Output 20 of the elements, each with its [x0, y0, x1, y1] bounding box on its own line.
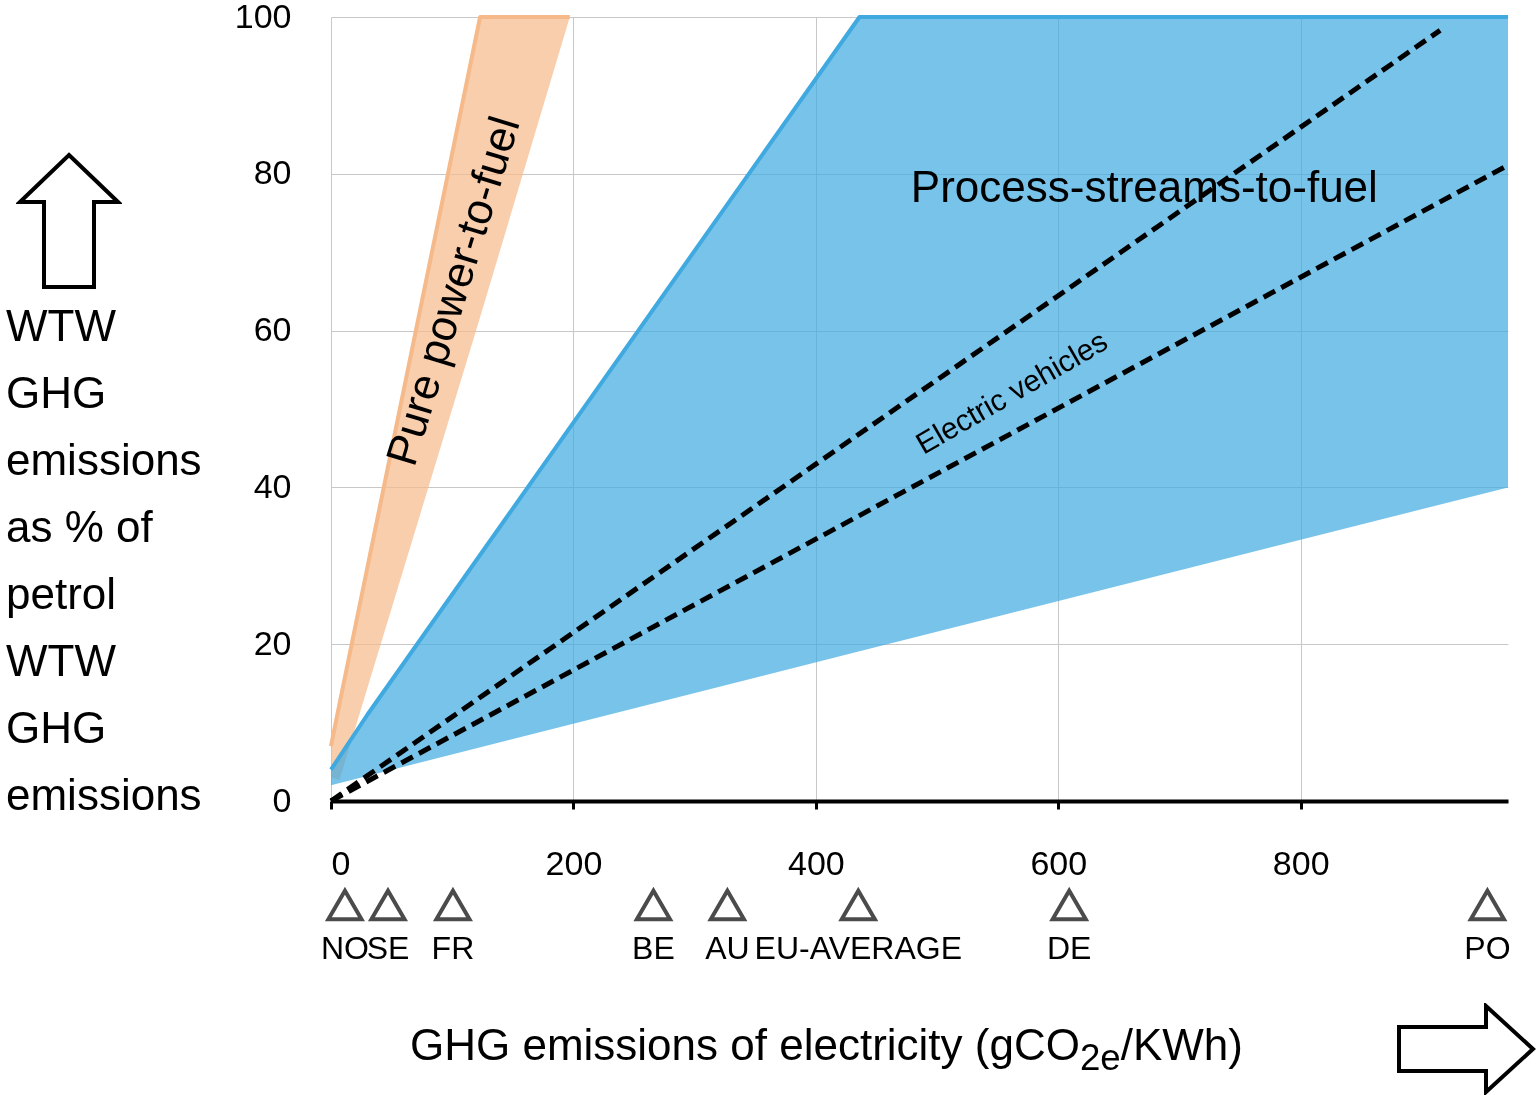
text: AU [705, 930, 750, 966]
y-tick-label: 60 [253, 310, 292, 349]
y-tick-label: 80 [253, 153, 292, 192]
text: BE [632, 930, 675, 966]
y-tick-label: 0 [272, 780, 292, 819]
text: DE [1046, 930, 1092, 966]
x-axis-title: GHG emissions of electricity (gCO$_{2e}$/KWh) [410, 1020, 1243, 1079]
x-tick-label: 600 [1030, 843, 1088, 882]
x-tick-label: 400 [787, 843, 845, 882]
x-tick-label: 0 [331, 843, 351, 882]
x-tick-label: 800 [1272, 843, 1330, 882]
x-tick-label: 200 [545, 843, 603, 882]
y-tick-label: 100 [234, 0, 292, 35]
text: FR [431, 930, 475, 966]
text: PO [1464, 930, 1511, 966]
y-axis-title: WTW GHG emissions as % of petrol WTW GHG emissions [6, 300, 203, 821]
text: NO [320, 930, 369, 966]
text: EU-AVERAGE [754, 930, 963, 966]
y-tick-label: 20 [253, 623, 292, 662]
y-tick-label: 40 [253, 466, 292, 505]
